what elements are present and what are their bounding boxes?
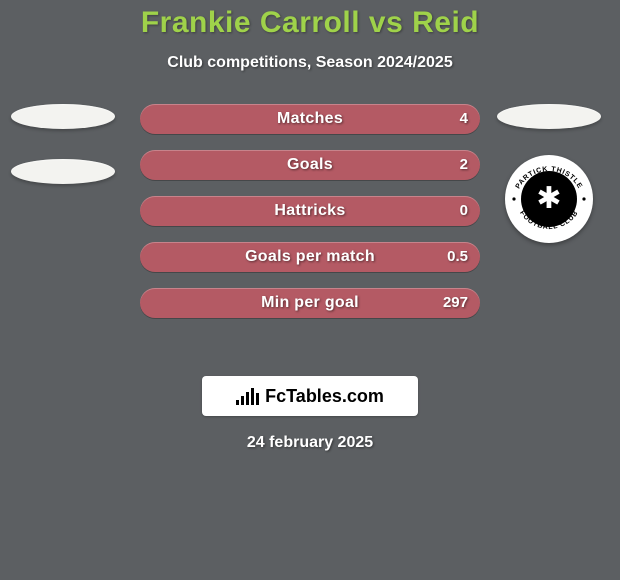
page-title: Frankie Carroll vs Reid bbox=[0, 0, 620, 40]
stat-right-value: 4 bbox=[460, 104, 468, 134]
stat-bar: Min per goal 297 bbox=[140, 288, 480, 318]
stat-right-value: 297 bbox=[443, 288, 468, 318]
stat-right-value: 2 bbox=[460, 150, 468, 180]
right-player-badges: PARTICK THISTLEFOOTBALL CLUB✱ bbox=[494, 104, 604, 243]
stat-right-value: 0 bbox=[460, 196, 468, 226]
brand-bars-icon bbox=[236, 387, 259, 405]
stat-bar: Goals 2 bbox=[140, 150, 480, 180]
date-line: 24 february 2025 bbox=[0, 434, 620, 452]
brand-text: FcTables.com bbox=[265, 386, 384, 407]
subtitle: Club competitions, Season 2024/2025 bbox=[0, 54, 620, 72]
comparison-area: Matches 4 Goals 2 Hattricks 0 Goals per match 0… bbox=[0, 104, 620, 364]
stat-right-value: 0.5 bbox=[447, 242, 468, 272]
player-ellipse-icon bbox=[11, 104, 115, 129]
player-ellipse-icon bbox=[497, 104, 601, 129]
stat-label: Goals per match bbox=[245, 248, 375, 266]
stat-bar: Matches 4 bbox=[140, 104, 480, 134]
stat-bars: Matches 4 Goals 2 Hattricks 0 Goals per match 0… bbox=[140, 104, 480, 334]
brand-box: FcTables.com bbox=[202, 376, 418, 416]
club-badge-icon: PARTICK THISTLEFOOTBALL CLUB✱ bbox=[505, 155, 593, 243]
stat-label: Goals bbox=[287, 156, 333, 174]
stat-label: Hattricks bbox=[274, 202, 345, 220]
player-ellipse-icon bbox=[11, 159, 115, 184]
stat-bar: Goals per match 0.5 bbox=[140, 242, 480, 272]
left-player-badges bbox=[8, 104, 118, 184]
stat-bar: Hattricks 0 bbox=[140, 196, 480, 226]
stat-label: Matches bbox=[277, 110, 343, 128]
svg-text:PARTICK THISTLE: PARTICK THISTLE bbox=[515, 166, 584, 190]
stat-label: Min per goal bbox=[261, 294, 359, 312]
svg-text:FOOTBALL CLUB: FOOTBALL CLUB bbox=[518, 210, 580, 232]
